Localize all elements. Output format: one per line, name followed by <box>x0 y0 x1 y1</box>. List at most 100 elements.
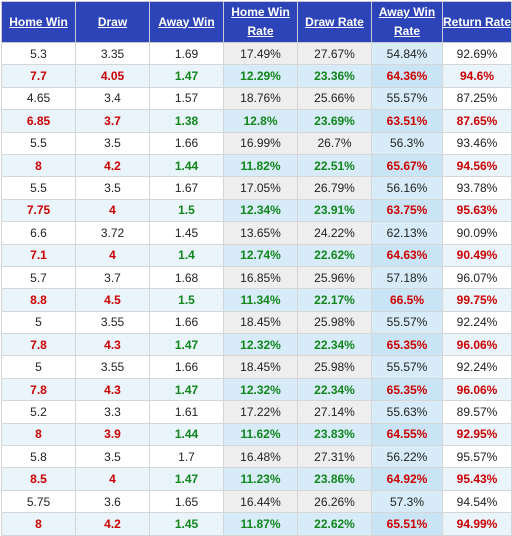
home-win-rate-cell: 16.44% <box>223 489 298 514</box>
away-win-cell: 1.47 <box>149 467 224 491</box>
away-win-rate-cell: 62.13% <box>371 221 443 245</box>
away-win-cell: 1.68 <box>149 265 224 290</box>
return-rate-cell: 92.95% <box>442 422 512 447</box>
return-rate-cell: 90.09% <box>442 221 512 245</box>
away-win-cell: 1.47 <box>149 377 224 402</box>
away-win-cell: 1.7 <box>149 445 224 469</box>
home-win-cell: 5.5 <box>1 176 76 200</box>
table-row: 7.8 4.3 1.47 12.32% 22.34% 65.35% 96.06% <box>1 333 512 357</box>
draw-cell: 4 <box>75 198 150 223</box>
header-home-win-label: Home Win <box>9 14 68 29</box>
home-win-rate-cell: 13.65% <box>223 221 298 245</box>
table-row: 5.7 3.7 1.68 16.85% 25.96% 57.18% 96.07% <box>1 265 512 290</box>
home-win-rate-cell: 11.62% <box>223 422 298 447</box>
table-row: 4.65 3.4 1.57 18.76% 25.66% 55.57% 87.25% <box>1 86 512 111</box>
draw-rate-cell: 26.7% <box>297 131 372 155</box>
home-win-rate-cell: 12.32% <box>223 333 298 357</box>
return-rate-cell: 96.07% <box>442 265 512 290</box>
draw-rate-cell: 27.14% <box>297 400 372 424</box>
home-win-cell: 8.5 <box>1 467 76 491</box>
home-win-rate-cell: 18.45% <box>223 310 298 335</box>
home-win-cell: 5 <box>1 355 76 379</box>
draw-cell: 3.55 <box>75 310 150 335</box>
return-rate-cell: 96.06% <box>442 377 512 402</box>
return-rate-cell: 94.54% <box>442 489 512 514</box>
draw-cell: 3.6 <box>75 489 150 514</box>
draw-cell: 4.05 <box>75 64 150 88</box>
home-win-cell: 7.7 <box>1 64 76 88</box>
draw-cell: 3.3 <box>75 400 150 424</box>
table-row: 5.5 3.5 1.67 17.05% 26.79% 56.16% 93.78% <box>1 176 512 200</box>
away-win-cell: 1.67 <box>149 176 224 200</box>
away-win-cell: 1.47 <box>149 64 224 88</box>
table-row: 6.6 3.72 1.45 13.65% 24.22% 62.13% 90.09% <box>1 221 512 245</box>
home-win-rate-cell: 18.45% <box>223 355 298 379</box>
header-draw-rate[interactable]: Draw Rate <box>297 1 372 43</box>
table-row: 8 4.2 1.44 11.82% 22.51% 65.67% 94.56% <box>1 153 512 178</box>
draw-rate-cell: 24.22% <box>297 221 372 245</box>
header-home-win-rate[interactable]: Home Win Rate <box>223 1 298 43</box>
draw-cell: 3.4 <box>75 86 150 111</box>
home-win-cell: 6.6 <box>1 221 76 245</box>
draw-cell: 4.3 <box>75 333 150 357</box>
return-rate-cell: 96.06% <box>442 333 512 357</box>
header-draw[interactable]: Draw <box>75 1 150 43</box>
table-row: 5.75 3.6 1.65 16.44% 26.26% 57.3% 94.54% <box>1 489 512 514</box>
home-win-cell: 5.8 <box>1 445 76 469</box>
draw-cell: 3.55 <box>75 355 150 379</box>
return-rate-cell: 92.24% <box>442 310 512 335</box>
table-row: 8.8 4.5 1.5 11.34% 22.17% 66.5% 99.75% <box>1 288 512 312</box>
header-draw-rate-label: Draw Rate <box>305 14 364 29</box>
away-win-rate-cell: 55.63% <box>371 400 443 424</box>
away-win-cell: 1.5 <box>149 288 224 312</box>
draw-rate-cell: 27.67% <box>297 41 372 66</box>
away-win-rate-cell: 55.57% <box>371 310 443 335</box>
away-win-rate-cell: 54.84% <box>371 41 443 66</box>
return-rate-cell: 87.25% <box>442 86 512 111</box>
draw-rate-cell: 23.83% <box>297 422 372 447</box>
return-rate-cell: 93.78% <box>442 176 512 200</box>
header-return-rate[interactable]: Return Rate <box>442 1 512 43</box>
odds-table-body: 5.3 3.35 1.69 17.49% 27.67% 54.84% 92.69% 7.7 4.… <box>1 41 512 536</box>
table-row: 8.5 4 1.47 11.23% 23.86% 64.92% 95.43% <box>1 467 512 491</box>
away-win-rate-cell: 56.16% <box>371 176 443 200</box>
home-win-rate-cell: 12.8% <box>223 109 298 133</box>
draw-rate-cell: 22.62% <box>297 512 372 536</box>
header-home-win[interactable]: Home Win <box>1 1 76 43</box>
home-win-rate-cell: 16.99% <box>223 131 298 155</box>
draw-rate-cell: 23.86% <box>297 467 372 491</box>
away-win-cell: 1.45 <box>149 221 224 245</box>
return-rate-cell: 95.57% <box>442 445 512 469</box>
home-win-cell: 5.7 <box>1 265 76 290</box>
header-away-win-rate[interactable]: Away Win Rate <box>371 1 443 43</box>
away-win-rate-cell: 57.18% <box>371 265 443 290</box>
table-row: 7.1 4 1.4 12.74% 22.62% 64.63% 90.49% <box>1 243 512 267</box>
table-row: 5.5 3.5 1.66 16.99% 26.7% 56.3% 93.46% <box>1 131 512 155</box>
draw-rate-cell: 23.69% <box>297 109 372 133</box>
header-away-win[interactable]: Away Win <box>149 1 224 43</box>
draw-rate-cell: 26.79% <box>297 176 372 200</box>
draw-rate-cell: 27.31% <box>297 445 372 469</box>
home-win-cell: 5.5 <box>1 131 76 155</box>
draw-rate-cell: 22.34% <box>297 333 372 357</box>
header-away-win-rate-line1: Away Win <box>378 5 436 19</box>
away-win-rate-cell: 56.3% <box>371 131 443 155</box>
draw-rate-cell: 23.36% <box>297 64 372 88</box>
return-rate-cell: 94.56% <box>442 153 512 178</box>
home-win-rate-cell: 18.76% <box>223 86 298 111</box>
away-win-cell: 1.65 <box>149 489 224 514</box>
return-rate-cell: 95.63% <box>442 198 512 223</box>
draw-cell: 3.35 <box>75 41 150 66</box>
return-rate-cell: 90.49% <box>442 243 512 267</box>
return-rate-cell: 92.69% <box>442 41 512 66</box>
away-win-cell: 1.45 <box>149 512 224 536</box>
return-rate-cell: 94.6% <box>442 64 512 88</box>
table-row: 8 3.9 1.44 11.62% 23.83% 64.55% 92.95% <box>1 422 512 447</box>
away-win-rate-cell: 64.36% <box>371 64 443 88</box>
draw-rate-cell: 25.66% <box>297 86 372 111</box>
home-win-cell: 8 <box>1 422 76 447</box>
home-win-rate-cell: 12.29% <box>223 64 298 88</box>
draw-rate-cell: 22.17% <box>297 288 372 312</box>
table-row: 7.7 4.05 1.47 12.29% 23.36% 64.36% 94.6% <box>1 64 512 88</box>
